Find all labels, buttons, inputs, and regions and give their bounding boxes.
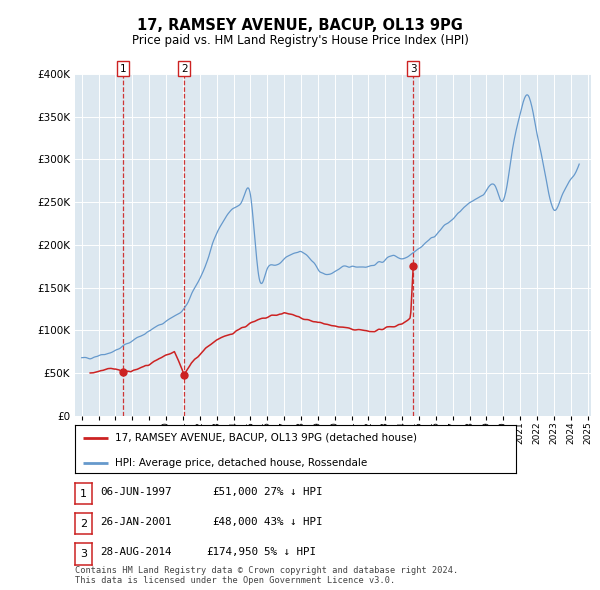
Text: 17, RAMSEY AVENUE, BACUP, OL13 9PG: 17, RAMSEY AVENUE, BACUP, OL13 9PG <box>137 18 463 33</box>
Text: 5% ↓ HPI: 5% ↓ HPI <box>264 548 316 558</box>
Text: 1: 1 <box>119 64 126 74</box>
Text: 3: 3 <box>410 64 416 74</box>
Text: 06-JUN-1997: 06-JUN-1997 <box>100 487 172 497</box>
Text: £48,000: £48,000 <box>212 517 258 527</box>
Text: Price paid vs. HM Land Registry's House Price Index (HPI): Price paid vs. HM Land Registry's House … <box>131 34 469 47</box>
Text: £174,950: £174,950 <box>206 548 258 558</box>
Text: 1: 1 <box>80 489 87 499</box>
Text: 43% ↓ HPI: 43% ↓ HPI <box>264 517 323 527</box>
Text: 17, RAMSEY AVENUE, BACUP, OL13 9PG (detached house): 17, RAMSEY AVENUE, BACUP, OL13 9PG (deta… <box>115 433 416 443</box>
Text: 3: 3 <box>80 549 87 559</box>
Text: 28-AUG-2014: 28-AUG-2014 <box>100 548 172 558</box>
Text: £51,000: £51,000 <box>212 487 258 497</box>
Text: 2: 2 <box>181 64 187 74</box>
Text: 27% ↓ HPI: 27% ↓ HPI <box>264 487 323 497</box>
Text: Contains HM Land Registry data © Crown copyright and database right 2024.
This d: Contains HM Land Registry data © Crown c… <box>75 566 458 585</box>
Text: 26-JAN-2001: 26-JAN-2001 <box>100 517 172 527</box>
Text: 2: 2 <box>80 519 87 529</box>
Text: HPI: Average price, detached house, Rossendale: HPI: Average price, detached house, Ross… <box>115 457 367 467</box>
